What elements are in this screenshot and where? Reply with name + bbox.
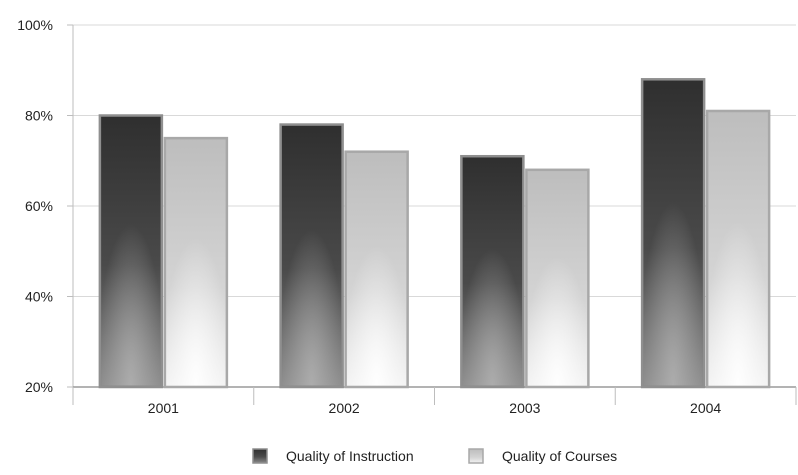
bar-highlight-1-2001 — [166, 139, 226, 386]
legend-item-quality-of-courses: Quality of Courses — [468, 448, 617, 464]
legend-swatch — [468, 448, 484, 464]
y-tick-label: 40% — [25, 289, 53, 305]
y-tick-label: 80% — [25, 108, 53, 124]
axis-labels: 20% 40% 60% 80% 100% 2001 2002 2003 2004 — [17, 17, 721, 416]
y-tick-label: 60% — [25, 198, 53, 214]
bar-highlight-1-2003 — [527, 171, 587, 386]
bar-highlight-0-2003 — [462, 157, 522, 386]
x-category-label: 2003 — [509, 400, 540, 416]
legend: Quality of Instruction Quality of Courses — [252, 448, 617, 464]
bar-highlight-1-2002 — [347, 153, 407, 386]
x-category-label: 2004 — [690, 400, 721, 416]
bar-highlight-1-2004 — [708, 112, 768, 386]
bar-highlight-0-2002 — [282, 126, 342, 386]
y-tick-label: 20% — [25, 379, 53, 395]
legend-item-quality-of-instruction: Quality of Instruction — [252, 448, 414, 464]
bar-highlight-0-2004 — [643, 80, 703, 386]
bars — [98, 78, 771, 389]
x-category-label: 2002 — [329, 400, 360, 416]
legend-label: Quality of Instruction — [286, 448, 414, 464]
bar-highlight-0-2001 — [101, 117, 161, 386]
legend-swatch — [252, 448, 268, 464]
x-category-label: 2001 — [148, 400, 179, 416]
y-tick-label: 100% — [17, 17, 53, 33]
legend-label: Quality of Courses — [502, 448, 617, 464]
